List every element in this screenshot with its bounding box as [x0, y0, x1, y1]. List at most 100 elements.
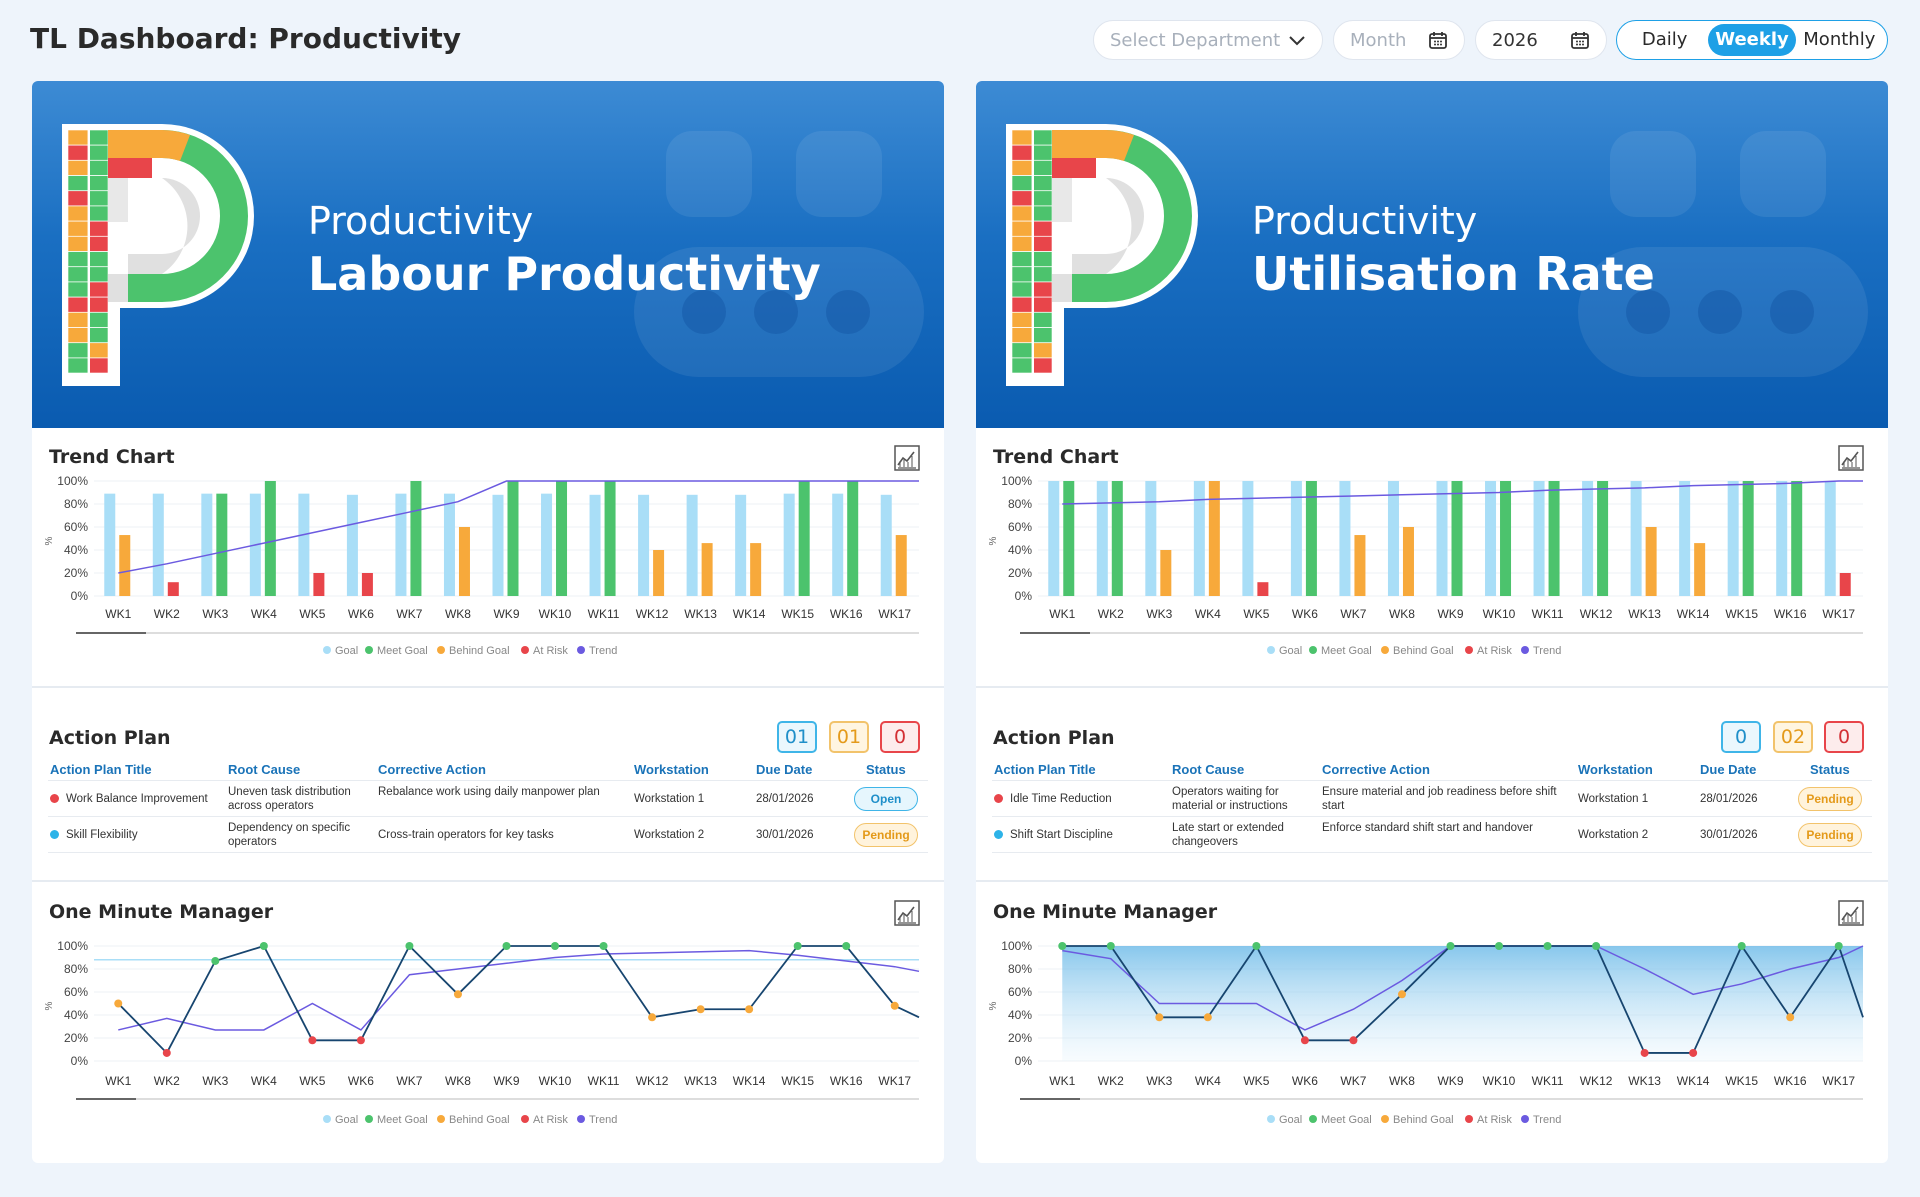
row-due-date: 30/01/2026 [1700, 829, 1758, 841]
row-workstation: Workstation 2 [634, 829, 705, 841]
priority-dot-icon [994, 794, 1003, 803]
y-tick-label: 0% [1015, 1054, 1033, 1068]
data-point [696, 1005, 705, 1014]
y-tick-label: 80% [64, 962, 88, 976]
x-tick-label: WK6 [1292, 1074, 1318, 1088]
status-badge[interactable]: Pending [1798, 787, 1862, 811]
legend-swatch [1309, 646, 1317, 654]
legend-label: Trend [1533, 645, 1561, 657]
x-tick-label: WK14 [1677, 1074, 1710, 1088]
data-point [842, 942, 851, 950]
value-bar [604, 481, 616, 596]
legend-label: Goal [1279, 1114, 1302, 1126]
year-picker[interactable]: 2026 [1475, 20, 1607, 60]
table-row[interactable]: Work Balance Improvement Uneven task dist… [48, 780, 928, 816]
legend-swatch [1309, 1115, 1317, 1123]
data-point [599, 942, 608, 950]
chart-view-icon[interactable] [894, 445, 920, 471]
row-root-cause: Operators waiting for material or instru… [1172, 786, 1288, 812]
data-point [502, 942, 511, 950]
value-bar [1402, 527, 1414, 596]
goal-bar [298, 493, 310, 596]
x-tick-label: WK2 [1098, 607, 1124, 621]
x-tick-label: WK11 [588, 1074, 620, 1088]
value-bar [1548, 481, 1560, 596]
col-header-corrective-action: Corrective Action [378, 762, 486, 777]
goal-bar [541, 493, 553, 596]
row-corrective-action: Ensure material and job readiness before… [1322, 786, 1557, 812]
data-point [1203, 1013, 1212, 1022]
trend-chart-title: Trend Chart [49, 446, 175, 468]
period-monthly[interactable]: Monthly [1803, 29, 1876, 50]
trend-line [118, 949, 920, 1031]
trend-chart-title: Trend Chart [993, 446, 1119, 468]
x-tick-label: WK9 [493, 607, 519, 621]
row-title: Shift Start Discipline [1010, 829, 1113, 841]
y-tick-label: 40% [64, 1008, 88, 1022]
table-row[interactable]: Shift Start Discipline Late start or exte… [992, 816, 1872, 852]
y-axis-label: % [44, 536, 55, 545]
value-bar [653, 550, 665, 596]
one-minute-manager-line-chart: 0% 20% 40% 60% 80% 100%% WK1 WK2 WK3 WK4 WK5 WK6 WK7… [44, 939, 920, 1126]
data-point [1737, 942, 1746, 950]
status-badge[interactable]: Pending [854, 823, 918, 847]
x-tick-label: WK7 [396, 1074, 422, 1088]
action-plan-title: Action Plan [993, 727, 1115, 749]
x-tick-label: WK9 [1437, 607, 1463, 621]
row-workstation: Workstation 1 [1578, 793, 1649, 805]
legend-swatch [521, 646, 529, 654]
y-axis-label: % [44, 1001, 55, 1010]
x-tick-label: WK5 [1243, 607, 1269, 621]
legend-swatch [1381, 646, 1389, 654]
col-header-workstation: Workstation [1578, 762, 1653, 777]
x-tick-label: WK17 [878, 607, 911, 621]
status-badge[interactable]: Open [854, 787, 918, 811]
value-bar [1645, 527, 1657, 596]
goal-bar [152, 493, 164, 596]
decor-shape [796, 131, 882, 217]
table-bottom-border [992, 852, 1872, 853]
overdue-count-badge: 0 [1824, 721, 1864, 753]
priority-dot-icon [50, 830, 59, 839]
y-tick-label: 60% [1008, 520, 1032, 534]
chart-view-icon[interactable] [894, 900, 920, 926]
overdue-count-badge: 0 [880, 721, 920, 753]
col-header-title: Action Plan Title [50, 762, 152, 777]
chart-view-icon[interactable] [1838, 445, 1864, 471]
decor-shape [1610, 131, 1696, 217]
x-tick-label: WK10 [1483, 607, 1516, 621]
table-row[interactable]: Idle Time Reduction Operators waiting for… [992, 780, 1872, 816]
department-select[interactable]: Select Department [1093, 20, 1323, 60]
chart-view-icon[interactable] [1838, 900, 1864, 926]
actual-line [117, 944, 920, 1055]
one-minute-manager-line-chart: 0% 20% 40% 60% 80% 100%% WK1 WK2 WK3 WK4 WK5 WK6 WK7… [988, 939, 1864, 1126]
period-daily[interactable]: Daily [1641, 29, 1688, 50]
value-bar [1208, 481, 1220, 596]
goal-bar [104, 493, 116, 596]
table-bottom-border [48, 852, 928, 853]
x-tick-label: WK16 [1774, 607, 1807, 621]
legend-label: Goal [335, 645, 358, 657]
x-tick-label: WK4 [251, 607, 277, 621]
x-tick-label: WK9 [493, 1074, 519, 1088]
legend-swatch [437, 646, 445, 654]
period-weekly[interactable]: Weekly [1708, 24, 1796, 56]
priority-dot-icon [994, 830, 1003, 839]
x-tick-label: WK12 [1580, 1074, 1613, 1088]
status-badge[interactable]: Pending [1798, 823, 1862, 847]
table-row[interactable]: Skill Flexibility Dependency on specific … [48, 816, 928, 852]
legend-label: Behind Goal [449, 645, 510, 657]
y-tick-label: 40% [1008, 543, 1032, 557]
legend-label: Behind Goal [449, 1114, 510, 1126]
data-point [162, 1048, 171, 1057]
x-tick-label: WK1 [1049, 607, 1075, 621]
y-tick-label: 20% [64, 566, 88, 580]
value-bar [1354, 535, 1366, 596]
row-root-cause: Dependency on specific operators [228, 822, 351, 848]
month-picker[interactable]: Month [1333, 20, 1465, 60]
legend-swatch [1465, 1115, 1473, 1123]
x-tick-label: WK1 [105, 1074, 131, 1088]
x-tick-label: WK1 [105, 607, 131, 621]
data-point [1495, 942, 1504, 950]
y-tick-label: 60% [64, 520, 88, 534]
